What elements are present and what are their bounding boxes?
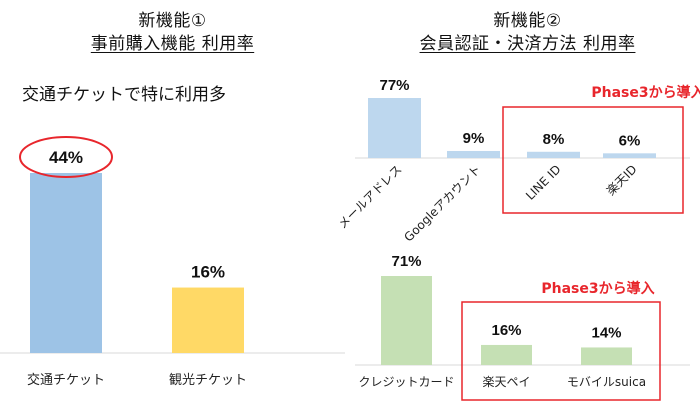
- auth-value-label-2: 9%: [463, 130, 485, 147]
- payment-category-label-1: クレジットカード: [358, 375, 454, 389]
- value-label-2: 16%: [191, 263, 225, 282]
- auth-category-label-2: Googleアカウント: [401, 162, 483, 244]
- payment-bar-2: [481, 344, 532, 365]
- value-label-1: 44%: [49, 148, 83, 167]
- auth-category-label-4: 楽天ID: [604, 162, 640, 198]
- auth-phase-box: [502, 106, 684, 214]
- category-label-1: 交通チケット: [27, 372, 105, 388]
- auth-category-label-1: メールアドレス: [335, 162, 404, 231]
- auth-phase-annotation: Phase3から導入: [591, 84, 700, 101]
- payment-bar-3: [581, 347, 632, 365]
- auth-bar-1: [368, 98, 421, 158]
- left-title-line2: 事前購入機能 利用率: [90, 34, 255, 54]
- auth-bar-4: [603, 153, 656, 158]
- right-title-line1: 新機能②: [493, 11, 562, 31]
- left-title-line1: 新機能①: [138, 11, 207, 31]
- bar-2: [172, 287, 244, 353]
- category-label-2: 観光チケット: [169, 373, 247, 388]
- payment-bar-1: [381, 276, 432, 365]
- payment-phase-box: [461, 301, 661, 401]
- highlight-ellipse: [19, 136, 113, 178]
- right-title-line2: 会員認証・決済方法 利用率: [419, 34, 636, 54]
- auth-category-label-3: LINE ID: [523, 162, 564, 203]
- auth-value-label-3: 8%: [543, 131, 565, 148]
- payment-value-label-2: 16%: [491, 322, 521, 339]
- payment-category-label-2: 楽天ペイ: [482, 375, 530, 389]
- auth-value-label-1: 77%: [379, 77, 409, 94]
- auth-bar-3: [527, 151, 580, 158]
- left-subtitle: 交通チケットで特に利用多: [22, 85, 226, 105]
- payment-value-label-3: 14%: [591, 324, 621, 341]
- payment-value-label-1: 71%: [391, 253, 421, 270]
- auth-bar-2: [447, 150, 500, 158]
- payment-category-label-3: モバイルsuica: [567, 375, 646, 389]
- auth-value-label-4: 6%: [619, 132, 641, 149]
- payment-phase-annotation: Phase3から導入: [541, 280, 654, 297]
- bar-1: [30, 173, 102, 353]
